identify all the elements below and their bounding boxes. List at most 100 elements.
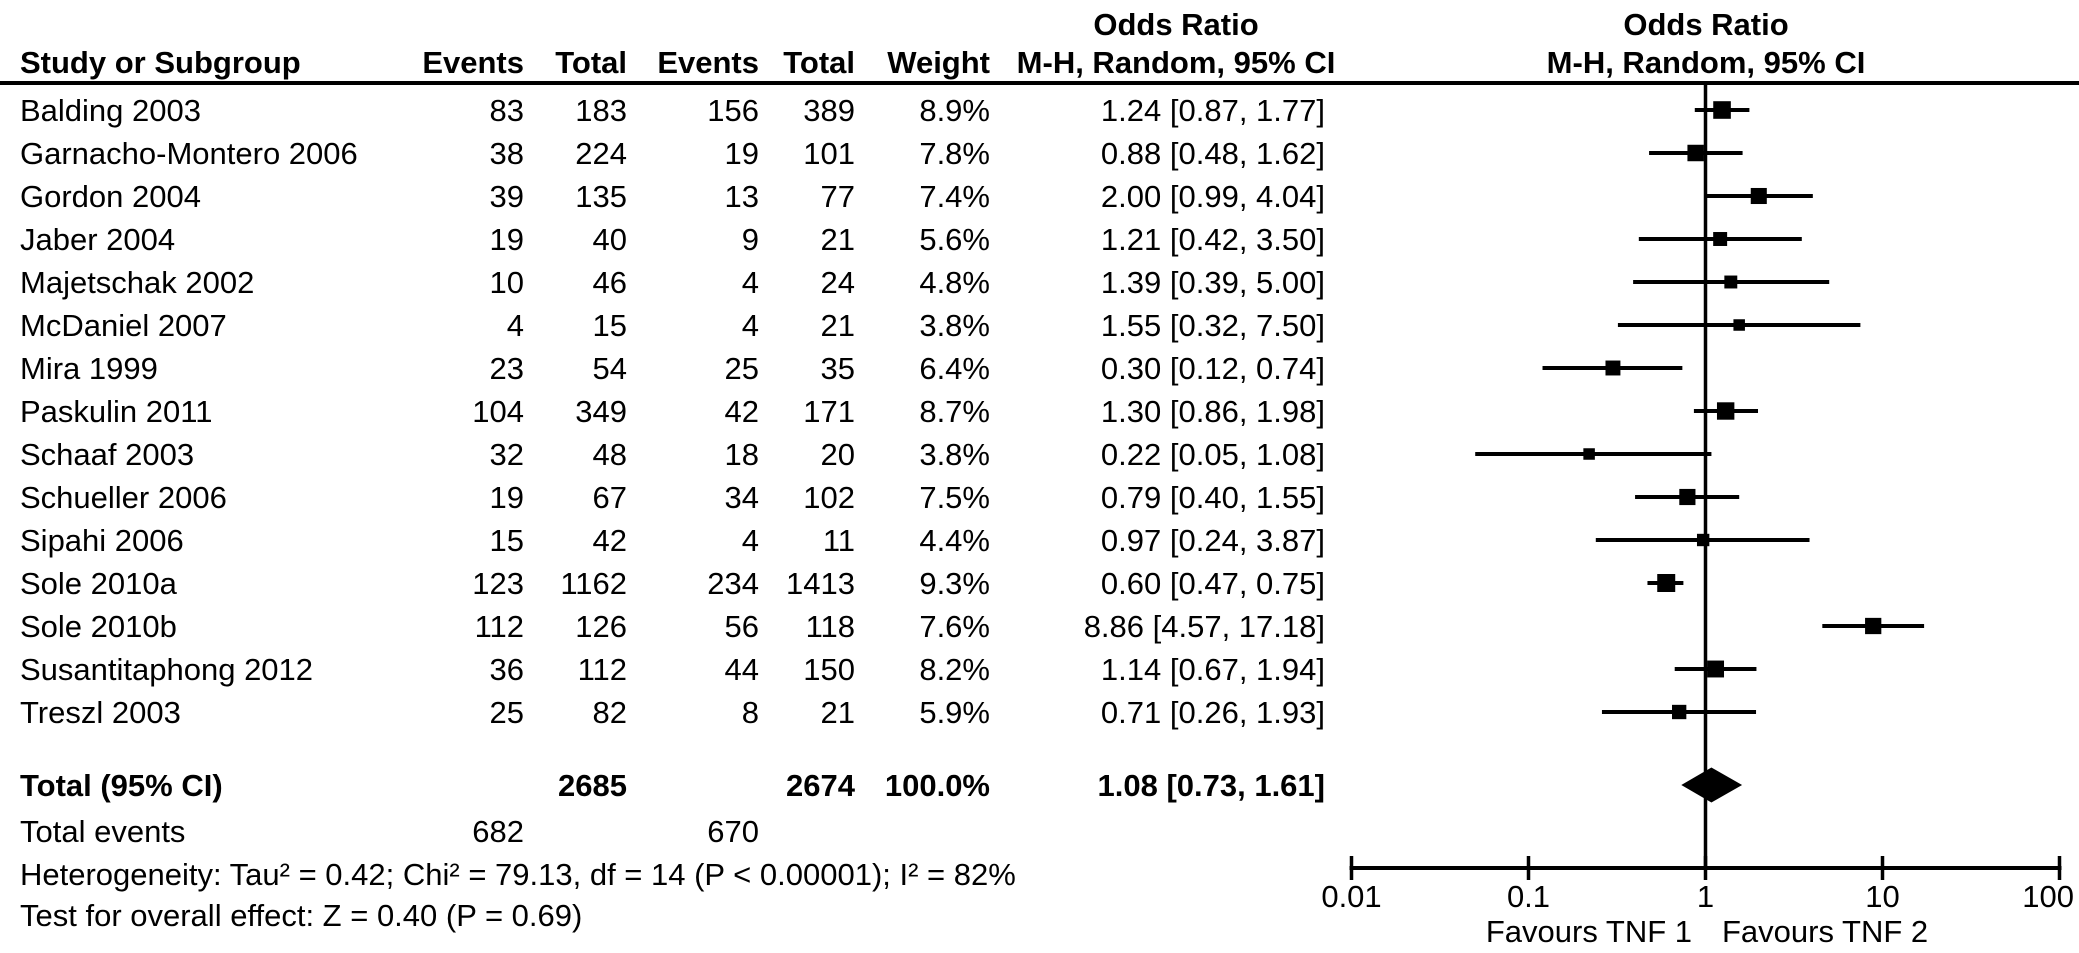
total-1-cell: 112 [577,652,627,687]
heterogeneity-note: Heterogeneity: Tau² = 0.42; Chi² = 79.13… [20,857,1016,892]
total-1-cell: 46 [592,265,627,300]
column-header-total-1: Total [555,45,627,80]
axis-tick-label: 100 [2022,879,2074,914]
or-ci-cell: 2.00 [0.99, 4.04] [1100,179,1325,214]
effect-square [1707,660,1725,678]
total-row: Total (95% CI) 2685 2674 100.0% 1.08 [0.… [0,764,2079,807]
events-2-cell: 4 [741,523,759,558]
effect-square [1672,704,1687,720]
events-2-cell: 156 [707,93,759,128]
total-1-cell: 67 [592,480,627,515]
events-1-cell: 112 [474,609,524,644]
study-name: Mira 1999 [20,351,158,386]
or-column-header-title: Odds Ratio [1093,7,1259,42]
events-2-cell: 4 [741,308,759,343]
events-1-cell: 83 [489,93,524,128]
events-2-cell: 25 [724,351,759,386]
column-header-total-2: Total [783,45,855,80]
weight-cell: 8.9% [919,93,990,128]
x-axis-tick [1880,856,1885,880]
total-1-cell: 349 [575,394,627,429]
weight-cell: 4.4% [919,523,990,558]
axis-tick-label: 0.1 [1506,879,1551,914]
or-ci-cell: 0.22 [0.05, 1.08] [1100,437,1325,472]
column-header-events-2: Events [657,45,759,80]
weight-cell: 8.7% [919,394,990,429]
study-row: Majetschak 2002 10 46 4 24 4.8% 1.39 [0.39, 5.… [0,261,2079,304]
total-2-cell: 118 [805,609,855,644]
total-2-cell: 171 [803,394,855,429]
study-name: McDaniel 2007 [20,308,227,343]
events-1-cell: 36 [489,652,524,687]
events-1-cell: 4 [506,308,524,343]
total-2-cell: 101 [803,136,855,171]
effect-square [1713,232,1728,246]
total-1-cell: 135 [575,179,627,214]
study-row: McDaniel 2007 4 15 4 21 3.8% 1.55 [0.32, 7.50] [0,304,2079,347]
study-row: Susantitaphong 2012 36 112 44 150 8.2% 1.14 [0… [0,648,2079,691]
effect-square [1605,360,1621,376]
total-2-cell: 150 [803,652,855,687]
study-row: Paskulin 2011 104 349 42 171 8.7% 1.30 [0.86, … [0,390,2079,433]
overall-effect-note: Test for overall effect: Z = 0.40 (P = 0… [20,898,583,933]
axis-tick-label: 10 [1865,879,1900,914]
or-ci-cell: 0.60 [0.47, 0.75] [1100,566,1325,601]
study-name: Schueller 2006 [20,480,227,515]
events-2-cell: 9 [741,222,759,257]
x-axis-tick [1526,856,1531,880]
or-ci-cell: 1.21 [0.42, 3.50] [1100,222,1325,257]
events-2-cell: 18 [724,437,759,472]
events-2-cell: 19 [724,136,759,171]
or-ci-cell: 1.24 [0.87, 1.77] [1100,93,1325,128]
total-2-cell: 389 [803,93,855,128]
study-row: Sole 2010b 112 126 56 118 7.6% 8.86 [4.57, 17.… [0,605,2079,648]
total-2-cell: 1413 [786,566,855,601]
study-row: Schaaf 2003 32 48 18 20 3.8% 0.22 [0.05, 1.08] [0,433,2079,476]
effect-square [1679,488,1696,506]
total-1-cell: 82 [592,695,627,730]
events-1-cell: 104 [472,394,524,429]
study-name: Majetschak 2002 [20,265,255,300]
study-name: Susantitaphong 2012 [20,652,314,687]
total-2-cell: 20 [820,437,855,472]
weight-cell: 9.3% [919,566,990,601]
events-2-cell: 56 [724,609,759,644]
total-1-cell: 224 [575,136,627,171]
effect-square [1716,402,1735,420]
total-1-cell: 183 [575,93,627,128]
total-2-cell: 24 [820,265,855,300]
total-1-cell: 15 [592,308,627,343]
favours-right-label: Favours TNF 2 [1722,914,1929,949]
column-header-events-1: Events [422,45,524,80]
effect-square [1733,319,1745,331]
study-row: Gordon 2004 39 135 13 77 7.4% 2.00 [0.99, 4.04… [0,175,2079,218]
study-row: Sipahi 2006 15 42 4 11 4.4% 0.97 [0.24, 3.87] [0,519,2079,562]
study-row: Sole 2010a 123 1162 234 1413 9.3% 0.60 [0.47, … [0,562,2079,605]
study-name: Gordon 2004 [20,179,201,214]
events-2-cell: 234 [707,566,759,601]
events-1-cell: 38 [489,136,524,171]
study-name: Balding 2003 [20,93,201,128]
total-weight: 100.0% [884,768,990,803]
total-1-cell: 48 [592,437,627,472]
events-2-cell: 44 [724,652,759,687]
effect-square [1724,275,1738,289]
weight-cell: 3.8% [919,437,990,472]
events-1-cell: 123 [472,566,524,601]
total-1-cell: 54 [592,351,627,386]
axis-tick-label: 1 [1696,879,1715,914]
x-axis-tick [1349,856,1354,880]
study-name: Garnacho-Montero 2006 [20,136,358,171]
or-ci-cell: 8.86 [4.57, 17.18] [1083,609,1325,644]
or-column-header-measure: M-H, Random, 95% CI [1016,45,1336,80]
weight-cell: 4.8% [919,265,990,300]
effect-square [1696,533,1710,547]
weight-cell: 7.4% [919,179,990,214]
study-name: Sipahi 2006 [20,523,184,558]
total-2-cell: 21 [820,308,855,343]
study-row: Garnacho-Montero 2006 38 224 19 101 7.8% 0.88 … [0,132,2079,175]
effect-square [1713,101,1731,119]
weight-cell: 3.8% [919,308,990,343]
total-2-cell: 77 [820,179,855,214]
x-axis-tick [2057,856,2062,880]
